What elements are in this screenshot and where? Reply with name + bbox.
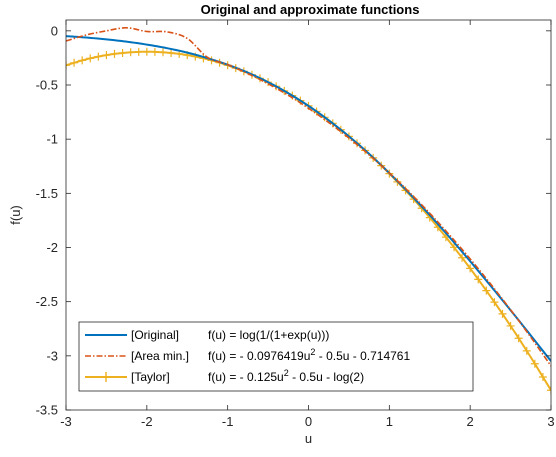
series-marker [530,359,539,368]
series-marker [450,243,458,252]
legend-entry: [Area min.] f(u) = - 0.0976419u2 - 0.5u -… [85,347,410,363]
series-marker [118,48,127,57]
series-marker [66,61,70,70]
legend-entry: [Original] f(u) = log(1/(1+exp(u))) [85,328,329,342]
y-tick-label: -3 [46,348,58,363]
y-tick-label: -1.5 [36,186,58,201]
legend-label: [Original] [131,328,179,342]
x-tick-label: -2 [141,414,153,429]
chart-title: Original and approximate functions [201,2,420,17]
series-marker [142,47,151,56]
x-axis-label: u [305,431,312,446]
series-line [66,27,551,367]
series-marker [498,309,507,318]
series-marker [474,275,483,284]
x-tick-label: 0 [305,414,312,429]
ticks-layer: -3 -2 -1 0 1 2 30-0.5-1-1.5-2-2.5-3-3.5 [36,20,555,429]
y-tick-label: -2 [46,240,58,255]
series-marker [126,48,135,57]
series-marker [538,372,547,381]
series-marker [78,56,87,65]
series-marker [70,58,79,67]
x-tick-label: -1 [222,414,234,429]
legend-entry: [Taylor] f(u) = - 0.125u2 - 0.5u - log(2) [85,368,364,384]
x-tick-label: 1 [386,414,393,429]
series-marker [159,48,167,57]
series-line [66,35,551,362]
series-marker [547,386,551,395]
y-tick-label: -1 [46,132,58,147]
legend: [Original] f(u) = log(1/(1+exp(u))) [Area … [78,321,474,392]
series-marker [102,51,111,60]
series-marker [514,334,523,343]
series-marker [134,47,143,56]
series-marker [506,321,515,330]
y-tick-label: -0.5 [36,78,58,93]
series-marker [482,286,491,295]
series-marker [94,52,103,61]
x-tick-label: 2 [467,414,474,429]
legend-formula: f(u) = - 0.125u2 - 0.5u - log(2) [208,368,364,384]
legend-box [78,321,474,392]
x-tick-label: -3 [60,414,72,429]
legend-marker [101,372,111,382]
series-marker [150,47,159,56]
series-marker [522,346,531,355]
series-marker [86,54,95,63]
series-layer [66,27,551,395]
series-marker [490,298,499,307]
series-marker [110,49,119,58]
legend-formula: f(u) = - 0.0976419u2 - 0.5u - 0.714761 [208,347,410,363]
legend-formula: f(u) = log(1/(1+exp(u))) [208,328,329,342]
y-tick-label: -3.5 [36,403,58,418]
y-axis-label: f(u) [8,205,23,225]
y-tick-label: -2.5 [36,294,58,309]
x-tick-label: 3 [547,414,554,429]
y-tick-label: 0 [51,23,58,38]
series-marker [466,264,475,273]
legend-label: [Taylor] [131,370,170,384]
series-marker [167,48,176,57]
legend-label: [Area min.] [131,349,189,363]
series-marker [458,253,467,262]
